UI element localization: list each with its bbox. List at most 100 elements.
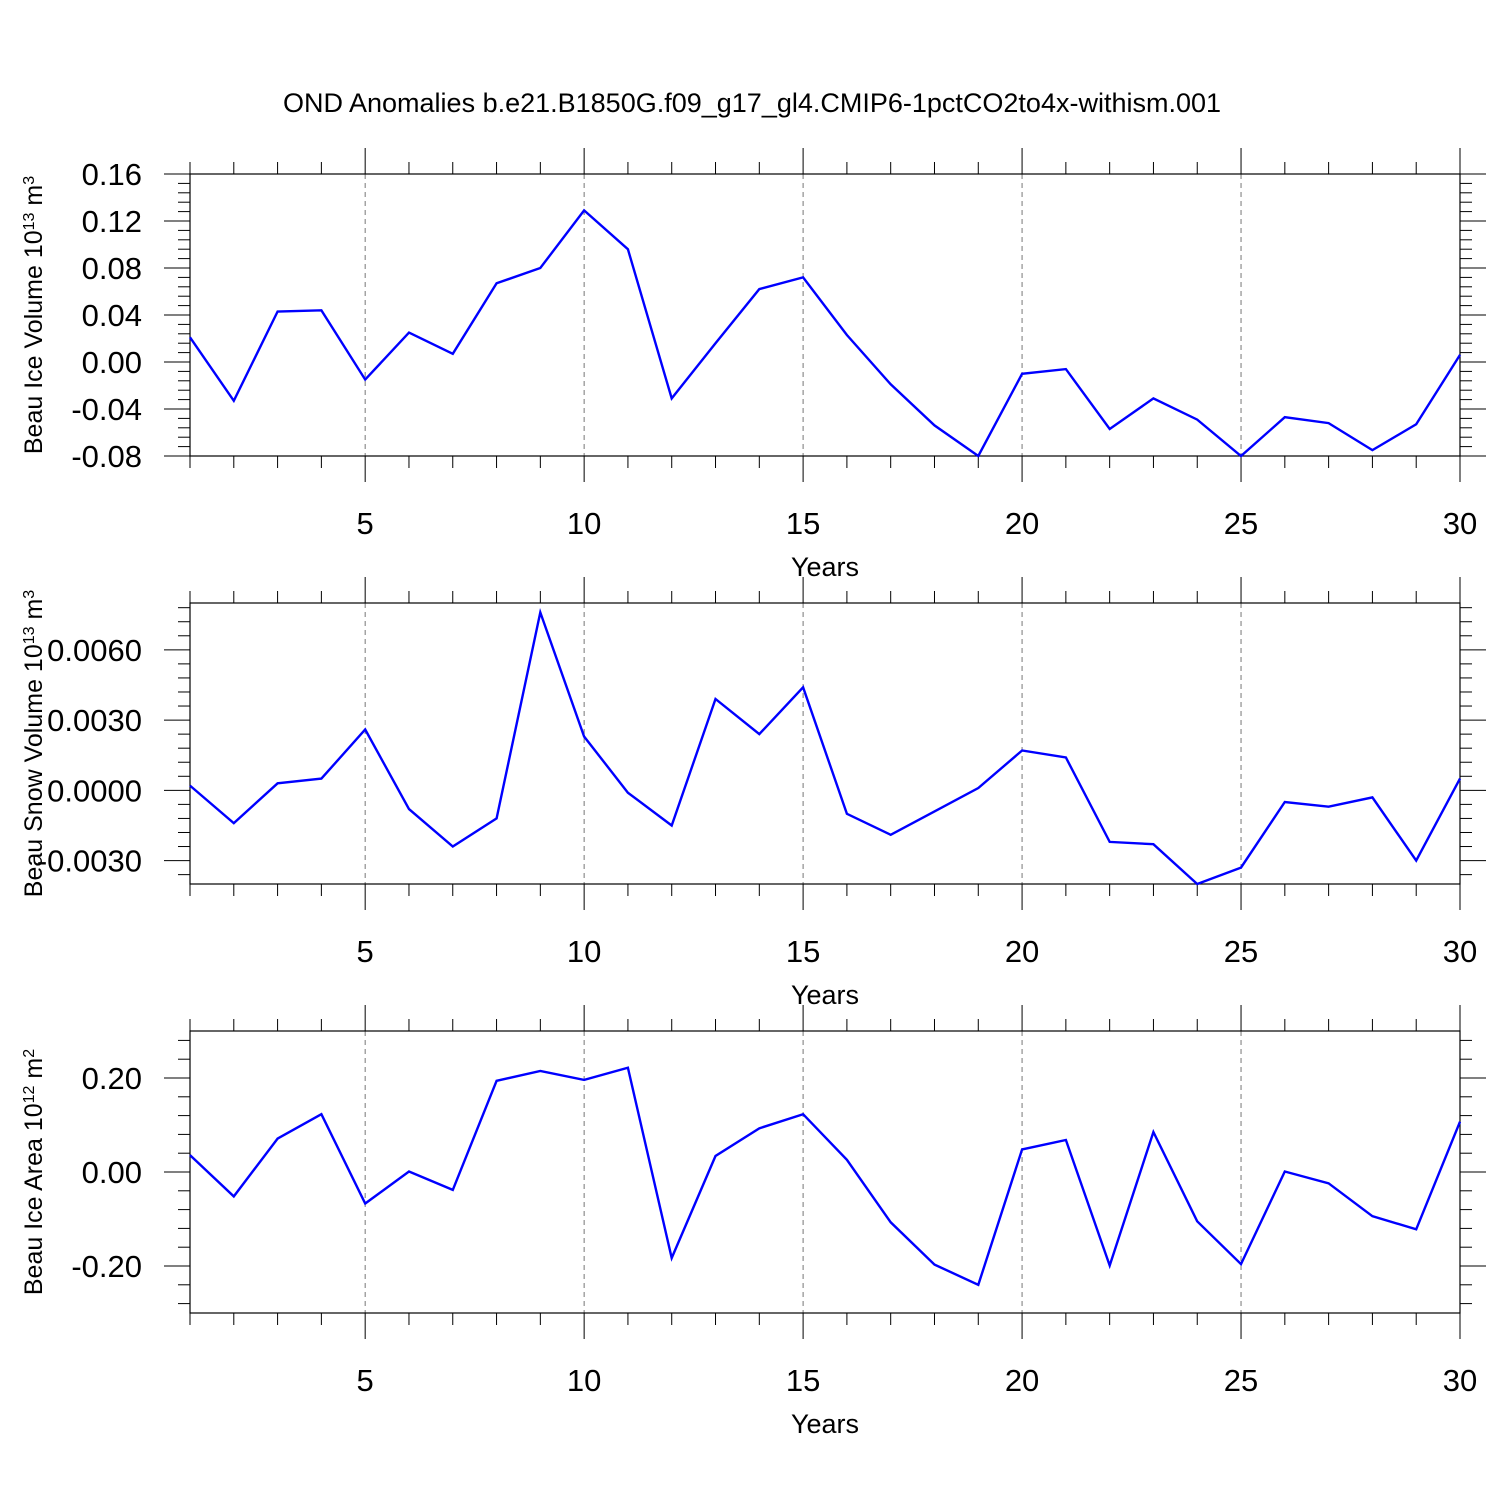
y-axis-label-part: m	[20, 1058, 48, 1086]
y-axis-label-superscript: 13	[21, 212, 38, 230]
data-point	[1065, 1139, 1067, 1141]
x-tick-label: 5	[357, 934, 374, 969]
x-axis-label: Years	[791, 1409, 859, 1439]
data-point	[1371, 1215, 1373, 1217]
data-point	[802, 276, 804, 278]
panels-container: 5 10 15 20 25 30Years-0.08-0.040.000.040.080.…	[20, 148, 1486, 1439]
y-tick-label: 0.00	[82, 1155, 142, 1190]
data-point	[1415, 423, 1417, 425]
y-axis-label: Beau Ice Volume 1013 m3	[20, 176, 48, 454]
data-point	[1065, 756, 1067, 758]
data-point	[714, 342, 716, 344]
y-tick-label: -0.0030	[37, 844, 142, 879]
data-point	[889, 834, 891, 836]
y-tick-label: -0.04	[71, 392, 142, 427]
data-point	[933, 810, 935, 812]
data-point	[276, 782, 278, 784]
y-tick-label: 0.0060	[47, 633, 142, 668]
x-tick-label: 10	[567, 934, 601, 969]
data-point	[846, 334, 848, 336]
y-tick-label: 0.0030	[47, 703, 142, 738]
data-point	[189, 1154, 191, 1156]
x-tick-label: 30	[1443, 1363, 1477, 1398]
data-point	[189, 336, 191, 338]
x-tick-label: 15	[786, 506, 820, 541]
data-point	[1021, 749, 1023, 751]
data-point	[1459, 354, 1461, 356]
data-point	[539, 1070, 541, 1072]
x-axis-label: Years	[791, 552, 859, 582]
data-point	[1108, 841, 1110, 843]
x-tick-label: 5	[357, 1363, 374, 1398]
data-point	[276, 1137, 278, 1139]
data-point	[276, 310, 278, 312]
x-tick-label: 25	[1224, 934, 1258, 969]
series-line-1	[189, 607, 1462, 886]
data-point	[977, 1284, 979, 1286]
data-point	[1021, 373, 1023, 375]
y-tick-label: 0.08	[82, 251, 142, 286]
data-point	[1284, 801, 1286, 803]
data-point	[452, 1189, 454, 1191]
y-axis-label-superscript: 3	[21, 590, 38, 599]
data-point	[1240, 455, 1242, 457]
y-axis-label-part: Beau Ice Area 10	[20, 1103, 48, 1295]
plot-frame	[189, 602, 1461, 885]
x-tick-label: 15	[786, 1363, 820, 1398]
data-point	[495, 282, 497, 284]
y-axis-label: Beau Ice Area 1012 m2	[20, 1049, 48, 1295]
data-point	[627, 248, 629, 250]
data-point	[627, 791, 629, 793]
data-point	[846, 1159, 848, 1161]
data-point	[1459, 777, 1461, 779]
y-axis-label: Beau Snow Volume 1013 m3	[20, 590, 48, 898]
data-point	[1152, 1131, 1154, 1133]
data-point	[1284, 416, 1286, 418]
data-point	[364, 378, 366, 380]
y-tick-label: 0.04	[82, 298, 142, 333]
data-point	[452, 845, 454, 847]
data-point	[758, 288, 760, 290]
data-point	[1327, 806, 1329, 808]
data-point	[364, 728, 366, 730]
data-point	[408, 331, 410, 333]
data-point	[714, 698, 716, 700]
y-axis-label-part: m	[20, 599, 48, 627]
x-tick-label: 20	[1005, 1363, 1039, 1398]
x-tick-label: 20	[1005, 506, 1039, 541]
data-point	[539, 267, 541, 269]
figure-title: OND Anomalies b.e21.B1850G.f09_g17_gl4.C…	[283, 88, 1221, 118]
x-tick-label: 25	[1224, 506, 1258, 541]
data-point	[233, 400, 235, 402]
x-tick-label: 10	[567, 506, 601, 541]
x-axis-label: Years	[791, 980, 859, 1010]
data-point	[1108, 1264, 1110, 1266]
data-point	[1065, 368, 1067, 370]
y-axis-label-superscript: 13	[21, 626, 38, 644]
x-tick-label: 25	[1224, 1363, 1258, 1398]
y-axis-label-part: m	[20, 185, 48, 213]
data-point	[1327, 422, 1329, 424]
data-point	[583, 1079, 585, 1081]
data-point	[1240, 1263, 1242, 1265]
data-point	[933, 1263, 935, 1265]
y-axis-label-superscript: 12	[21, 1085, 38, 1103]
y-tick-label: -0.08	[71, 439, 142, 474]
y-tick-label: 0.0000	[47, 773, 142, 808]
data-point	[320, 309, 322, 311]
data-point	[1415, 859, 1417, 861]
data-point	[846, 813, 848, 815]
data-point	[714, 1155, 716, 1157]
y-tick-label: 0.00	[82, 345, 142, 380]
data-point	[977, 787, 979, 789]
data-point	[671, 824, 673, 826]
data-point	[320, 1113, 322, 1115]
y-tick-label: 0.16	[82, 157, 142, 192]
y-axis-label-superscript: 2	[21, 1049, 38, 1058]
x-tick-label: 30	[1443, 934, 1477, 969]
data-point	[320, 777, 322, 779]
data-point	[1415, 1228, 1417, 1230]
data-point	[583, 209, 585, 211]
data-point	[889, 1221, 891, 1223]
